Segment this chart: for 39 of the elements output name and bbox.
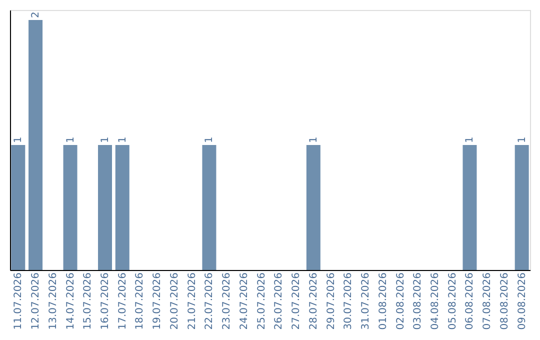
- data-label: 1: [204, 136, 216, 143]
- x-tick-label: 07.08.2026: [482, 272, 494, 330]
- x-tick-label: 19.07.2026: [152, 272, 164, 330]
- x-tick-label: 15.07.2026: [82, 272, 94, 330]
- x-tick-label: 01.08.2026: [378, 272, 389, 330]
- x-tick-label: 28.07.2026: [308, 272, 320, 330]
- x-tick-label: 27.07.2026: [291, 272, 302, 330]
- data-label: 1: [13, 136, 24, 143]
- x-tick-label: 06.08.2026: [464, 272, 476, 330]
- x-tick-label: 31.07.2026: [360, 272, 372, 330]
- data-label: 1: [308, 136, 320, 143]
- x-tick-label: 24.07.2026: [238, 272, 250, 330]
- x-tick-label: 13.07.2026: [48, 272, 59, 330]
- x-tick-label: 02.08.2026: [395, 272, 406, 330]
- data-label: 1: [117, 136, 128, 143]
- x-tick-label: 25.07.2026: [256, 272, 268, 330]
- x-tick-label: 20.07.2026: [169, 272, 180, 330]
- x-tick-label: 29.07.2026: [326, 272, 337, 330]
- data-label: 1: [464, 136, 476, 143]
- x-tick-label: 17.07.2026: [117, 272, 128, 330]
- x-tick-label: 18.07.2026: [134, 272, 146, 330]
- x-tick-label: 30.07.2026: [343, 272, 354, 330]
- x-tick-label: 26.07.2026: [274, 272, 285, 330]
- x-tick-label: 08.08.2026: [499, 272, 510, 330]
- x-tick-label: 22.07.2026: [204, 272, 216, 330]
- data-label: 1: [65, 136, 76, 143]
- x-tick-label: 11.07.2026: [13, 272, 24, 330]
- x-tick-label: 09.08.2026: [516, 272, 528, 330]
- data-label: 1: [100, 136, 112, 143]
- x-tick-label: 04.08.2026: [430, 272, 441, 330]
- x-tick-label: 16.07.2026: [100, 272, 112, 330]
- x-tick-label: 12.07.2026: [30, 272, 42, 330]
- x-tick-label: 23.07.2026: [222, 272, 233, 330]
- x-tick-label: 05.08.2026: [447, 272, 458, 330]
- data-label: 1: [516, 136, 528, 143]
- x-tick-label: 03.08.2026: [412, 272, 424, 330]
- x-tick-label: 14.07.2026: [65, 272, 76, 330]
- data-label: 2: [30, 12, 42, 18]
- x-tick-label: 21.07.2026: [186, 272, 198, 330]
